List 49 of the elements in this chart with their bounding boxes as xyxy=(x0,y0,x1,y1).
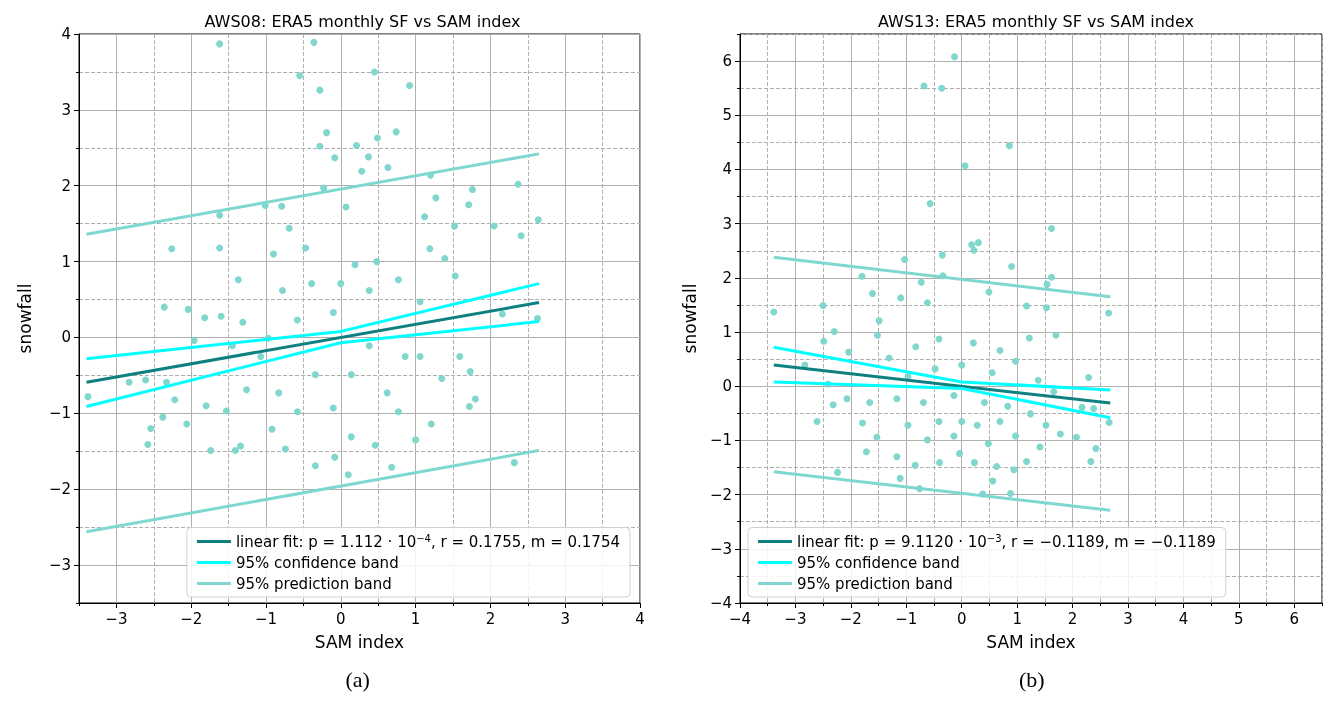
text: (a) xyxy=(345,666,370,692)
text: (b) xyxy=(1019,666,1045,692)
x-tick-label: 2 xyxy=(485,609,496,628)
y-tick-label: 3 xyxy=(722,214,732,233)
y-tick-label: 1 xyxy=(722,323,732,342)
y-tick-label: 4 xyxy=(61,25,71,43)
y-tick-label: −1 xyxy=(48,404,71,423)
y-tick-label: 2 xyxy=(722,268,732,287)
x-tick-label: 3 xyxy=(1123,609,1133,628)
x-tick-label: 6 xyxy=(1289,609,1300,628)
x-tick-label: −2 xyxy=(839,609,862,628)
x-tick-label: 0 xyxy=(336,609,346,628)
y-tick-label: −4 xyxy=(709,594,732,612)
x-tick-label: 4 xyxy=(635,609,645,628)
y-tick-label: 2 xyxy=(61,176,71,195)
x-tick-label: 5 xyxy=(1234,609,1244,628)
legend-label: 95% confidence band xyxy=(797,553,960,572)
y-axis-title: snowfall xyxy=(14,283,35,354)
chart-title: AWS13: ERA5 monthly SF vs SAM index xyxy=(878,11,1194,31)
x-tick-label: −1 xyxy=(254,609,278,628)
legend-label: 95% prediction band xyxy=(797,574,953,593)
x-tick-label: −3 xyxy=(784,609,807,628)
x-tick-label: −3 xyxy=(105,609,128,628)
y-tick-label: −3 xyxy=(709,539,732,558)
y-tick-label: 6 xyxy=(722,52,732,71)
legend-label: 95% confidence band xyxy=(235,553,399,572)
y-tick-label: 4 xyxy=(722,160,732,179)
x-axis-title: SAM index xyxy=(314,631,405,652)
y-tick-label: −3 xyxy=(48,556,71,575)
x-tick-label: 3 xyxy=(560,609,570,628)
y-tick-label: −2 xyxy=(48,480,71,499)
x-tick-label: 4 xyxy=(1178,609,1189,628)
y-tick-label: −1 xyxy=(709,431,732,450)
x-tick-label: 1 xyxy=(1012,609,1022,628)
legend-label: 95% prediction band xyxy=(235,574,392,593)
x-tick-label: 0 xyxy=(956,609,967,628)
x-tick-label: 1 xyxy=(410,609,421,628)
y-tick-label: 5 xyxy=(722,106,732,125)
x-tick-label: 2 xyxy=(1067,609,1078,628)
x-tick-label: −2 xyxy=(180,609,203,628)
y-tick-label: 3 xyxy=(61,100,71,119)
x-axis-title: SAM index xyxy=(986,631,1076,652)
y-tick-label: 1 xyxy=(61,252,71,271)
y-tick-label: 0 xyxy=(722,377,732,396)
y-axis-title: snowfall xyxy=(680,283,701,354)
y-tick-label: 0 xyxy=(61,328,71,347)
x-tick-label: −1 xyxy=(895,609,918,628)
chart-title: AWS08: ERA5 monthly SF vs SAM index xyxy=(204,11,521,31)
y-tick-label: −2 xyxy=(709,485,732,504)
